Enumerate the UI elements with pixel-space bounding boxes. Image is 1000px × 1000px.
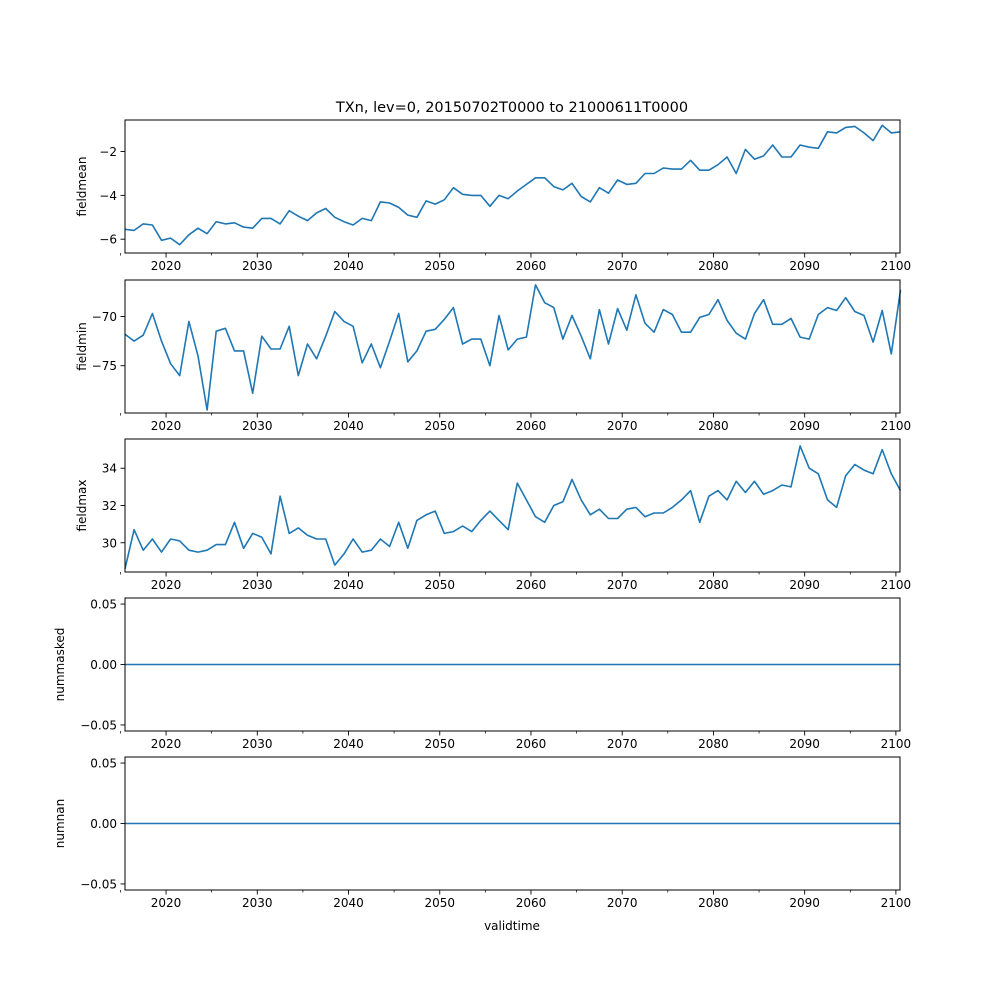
x-tick-label: 2020	[151, 419, 182, 433]
y-tick-label: 0.00	[90, 817, 117, 831]
x-tick-label: 2100	[881, 259, 912, 273]
x-tick-label: 2080	[698, 737, 729, 751]
y-axis-label: nummasked	[53, 628, 67, 702]
x-tick-label: 2040	[333, 896, 364, 910]
x-tick-label: 2040	[333, 259, 364, 273]
y-axis-label: fieldmin	[75, 322, 89, 371]
x-tick-label: 2020	[151, 737, 182, 751]
x-tick-label: 2070	[607, 737, 638, 751]
x-tick-label: 2080	[698, 578, 729, 592]
x-tick-label: 2050	[424, 737, 455, 751]
x-tick-label: 2090	[789, 896, 820, 910]
x-tick-label: 2090	[789, 259, 820, 273]
x-tick-label: 2070	[607, 419, 638, 433]
panel-fieldmean: 2020 2030 2040 2050 2060 2070 2080 2090 2100 −6 −4…	[75, 119, 912, 273]
x-tick-label: 2100	[881, 419, 912, 433]
x-tick-label: 2030	[242, 578, 273, 592]
x-tick-label: 2080	[698, 259, 729, 273]
y-tick-label: −70	[92, 310, 117, 324]
x-tick-label: 2060	[516, 419, 547, 433]
y-axis-label: fieldmean	[75, 157, 89, 217]
x-tick-label: 2100	[881, 737, 912, 751]
x-tick-label: 2060	[516, 896, 547, 910]
series-line-fieldmin	[124, 284, 902, 411]
chart-title: TXn, lev=0, 20150702T0000 to 21000611T00…	[335, 100, 688, 116]
axes-frame	[124, 279, 901, 414]
x-tick-label: 2090	[789, 578, 820, 592]
y-axis-label: fieldmax	[75, 479, 89, 531]
x-tick-label: 2060	[516, 737, 547, 751]
y-tick-label: 30	[102, 536, 117, 550]
y-tick-label: −4	[99, 189, 117, 203]
x-tick-label: 2030	[242, 737, 273, 751]
x-tick-label: 2090	[789, 419, 820, 433]
x-tick-label: 2030	[242, 419, 273, 433]
series-line-fieldmax	[124, 445, 902, 569]
y-tick-label: −0.05	[80, 718, 117, 732]
y-axis-label: numnan	[53, 799, 67, 848]
x-tick-label: 2050	[424, 896, 455, 910]
y-tick-label: 0.05	[90, 757, 117, 771]
y-tick-label: −2	[99, 145, 117, 159]
x-tick-label: 2100	[881, 896, 912, 910]
x-tick-label: 2040	[333, 419, 364, 433]
series-line-fieldmean	[124, 124, 901, 246]
y-tick-label: −75	[92, 359, 117, 373]
x-tick-label: 2050	[424, 578, 455, 592]
x-tick-label: 2060	[516, 578, 547, 592]
y-tick-label: −0.05	[80, 877, 117, 891]
x-tick-label: 2070	[607, 578, 638, 592]
x-tick-label: 2100	[881, 578, 912, 592]
panel-fieldmax: 2020 2030 2040 2050 2060 2070 2080 2090 2100 30 32…	[75, 438, 912, 592]
x-tick-label: 2050	[424, 259, 455, 273]
y-tick-label: −6	[99, 233, 117, 247]
y-tick-label: 0.05	[90, 598, 117, 612]
x-tick-label: 2070	[607, 259, 638, 273]
panel-fieldmin: 2020 2030 2040 2050 2060 2070 2080 2090 2100 −75 −…	[75, 279, 912, 433]
x-tick-label: 2040	[333, 737, 364, 751]
x-tick-label: 2080	[698, 896, 729, 910]
x-tick-label: 2090	[789, 737, 820, 751]
panel-nummasked: 2020 2030 2040 2050 2060 2070 2080 2090 2100 −0.0…	[53, 597, 912, 751]
x-tick-label: 2020	[151, 896, 182, 910]
x-tick-label: 2030	[242, 896, 273, 910]
x-tick-label: 2040	[333, 578, 364, 592]
x-tick-label: 2030	[242, 259, 273, 273]
x-tick-label: 2020	[151, 259, 182, 273]
y-tick-label: 32	[102, 499, 117, 513]
y-tick-label: 0.00	[90, 658, 117, 672]
axes-frame	[124, 119, 901, 254]
panel-numnan: 2020 2030 2040 2050 2060 2070 2080 2090 2100 −0.0…	[53, 756, 912, 910]
x-tick-label: 2060	[516, 259, 547, 273]
x-tick-label: 2050	[424, 419, 455, 433]
x-tick-label: 2070	[607, 896, 638, 910]
x-axis-label: validtime	[484, 919, 540, 933]
x-tick-label: 2020	[151, 578, 182, 592]
y-tick-label: 34	[102, 462, 117, 476]
x-tick-label: 2080	[698, 419, 729, 433]
